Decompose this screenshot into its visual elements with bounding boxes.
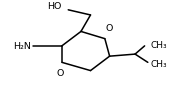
Text: CH₃: CH₃ xyxy=(150,60,167,69)
Text: H₂N: H₂N xyxy=(13,42,31,51)
Text: O: O xyxy=(106,24,113,33)
Text: CH₃: CH₃ xyxy=(150,41,167,50)
Text: O: O xyxy=(57,68,64,78)
Text: HO: HO xyxy=(47,2,62,11)
